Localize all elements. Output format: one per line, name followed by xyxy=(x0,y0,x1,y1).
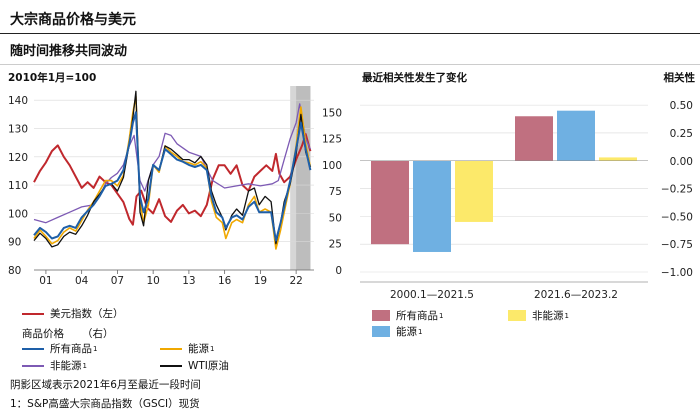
subtitle-divider xyxy=(0,64,700,65)
left-y-tick-label: 110 xyxy=(8,180,28,192)
wti-swatch xyxy=(160,364,182,367)
bar-非能源-0 xyxy=(455,160,493,222)
legend-group-label: 商品价格 xyxy=(22,328,64,340)
footnote-mark: 1 xyxy=(439,311,444,320)
x-tick-label: 01 xyxy=(39,275,52,285)
bar-energy-swatch xyxy=(372,326,390,337)
right-y-axis-label: 相关性 xyxy=(664,71,696,84)
legend-nonenergy: 非能源 1 xyxy=(22,358,87,373)
x-tick-label: 22 xyxy=(289,275,302,285)
left-y-tick-label: 100 xyxy=(8,208,28,220)
bar-legend-energy: 能源 1 xyxy=(372,324,422,339)
bar-all-swatch xyxy=(372,310,390,321)
bar-非能源-1 xyxy=(599,157,637,161)
page-title: 大宗商品价格与美元 xyxy=(10,12,136,28)
x-tick-label: 13 xyxy=(182,275,195,285)
legend-usd: 美元指数（左） xyxy=(22,306,124,321)
legend-nonenergy-label: 非能源 xyxy=(50,360,82,372)
bar-y-tick-label: −0.25 xyxy=(661,184,693,196)
right-y-tick-label: 150 xyxy=(322,107,342,119)
series-line-WTI原油 xyxy=(33,90,312,248)
bar-所有商品-0 xyxy=(371,160,409,245)
bar-legend-energy-label: 能源 xyxy=(396,326,417,338)
right-y-tick-label: 50 xyxy=(329,212,342,224)
bar-能源-1 xyxy=(557,110,595,161)
right-bar-chart: 最近相关性发生了变化 相关性 0.50 0.25 0.00 −0.25 −0.50 −0.75… xyxy=(360,71,696,301)
bar-所有商品-1 xyxy=(515,116,553,161)
legend-all-label: 所有商品 xyxy=(50,343,92,355)
x-tick-label: 16 xyxy=(218,275,232,285)
series-line-非能源 xyxy=(33,103,311,224)
footnote-mark: 1 xyxy=(210,344,215,353)
footnote-mark: 1 xyxy=(564,311,569,320)
footnote-mark: 1 xyxy=(93,344,98,353)
bar-legend-nonenergy: 非能源 1 xyxy=(508,308,569,323)
right-chart-title: 最近相关性发生了变化 xyxy=(362,71,467,84)
left-y-tick-label: 120 xyxy=(8,152,28,164)
right-y-tick-label: 75 xyxy=(329,186,342,198)
right-y-tick-label: 0 xyxy=(335,265,342,277)
energy-swatch xyxy=(160,347,182,350)
bar-legend-all-label: 所有商品 xyxy=(396,310,438,322)
left-y-tick-label: 130 xyxy=(8,123,28,135)
x-tick-label: 07 xyxy=(111,275,124,285)
left-y-tick-label: 140 xyxy=(8,95,28,107)
legend-group-heading: 商品价格 （右） xyxy=(22,326,114,341)
bar-y-tick-label: 0.25 xyxy=(670,128,693,140)
x-tick-label: 19 xyxy=(254,275,267,285)
shading-note: 阴影区域表示2021年6月至最近一段时间 xyxy=(10,379,201,391)
legend-energy-label: 能源 xyxy=(188,343,209,355)
bar-y-tick-label: −0.75 xyxy=(661,239,693,251)
bar-y-tick-label: 0.00 xyxy=(670,156,693,168)
x-tick-label: 10 xyxy=(146,275,159,285)
right-y-tick-label: 25 xyxy=(329,239,342,251)
right-y-tick-label: 125 xyxy=(322,134,342,146)
bar-能源-0 xyxy=(413,160,451,252)
legend-wti-label: WTI原油 xyxy=(188,360,229,372)
legend-all: 所有商品 1 xyxy=(22,341,97,356)
all-swatch xyxy=(22,347,44,350)
series-line-所有商品 xyxy=(33,111,312,242)
bar-y-tick-label: −1.00 xyxy=(661,267,693,279)
footnote-mark: 1 xyxy=(82,361,87,370)
source-note: 1：S&P高盛大宗商品指数（GSCI）现货 xyxy=(10,398,200,410)
left-chart-title: 随时间推移共同波动 xyxy=(10,44,128,59)
legend-group-side: （右） xyxy=(82,328,114,340)
bar-legend-all: 所有商品 1 xyxy=(372,308,443,323)
left-line-chart: 2010年1月=10080901001101201301400255075100… xyxy=(8,71,342,285)
legend-usd-label: 美元指数（左） xyxy=(50,308,124,320)
title-divider xyxy=(0,33,700,34)
bar-y-tick-label: 0.50 xyxy=(670,100,693,112)
left-chart-subtitle: 2010年1月=100 xyxy=(8,71,96,84)
series-line-美元指数（左） xyxy=(33,133,312,226)
footnote-mark: 1 xyxy=(418,327,423,336)
right-y-tick-label: 100 xyxy=(322,160,342,172)
usd-swatch xyxy=(22,312,44,315)
bar-nonenergy-swatch xyxy=(508,310,526,321)
bar-legend-nonenergy-label: 非能源 xyxy=(532,310,564,322)
bar-y-tick-label: −0.50 xyxy=(661,211,693,223)
bar-category-label: 2000.1—2021.5 xyxy=(390,289,474,301)
legend-energy: 能源 1 xyxy=(160,341,214,356)
legend-wti: WTI原油 xyxy=(160,358,229,373)
nonenergy-swatch xyxy=(22,364,44,367)
left-y-tick-label: 80 xyxy=(8,265,21,277)
bar-category-label: 2021.6—2023.2 xyxy=(534,289,618,301)
left-y-tick-label: 90 xyxy=(8,237,21,249)
x-tick-label: 04 xyxy=(75,275,89,285)
series-line-能源 xyxy=(33,95,312,250)
